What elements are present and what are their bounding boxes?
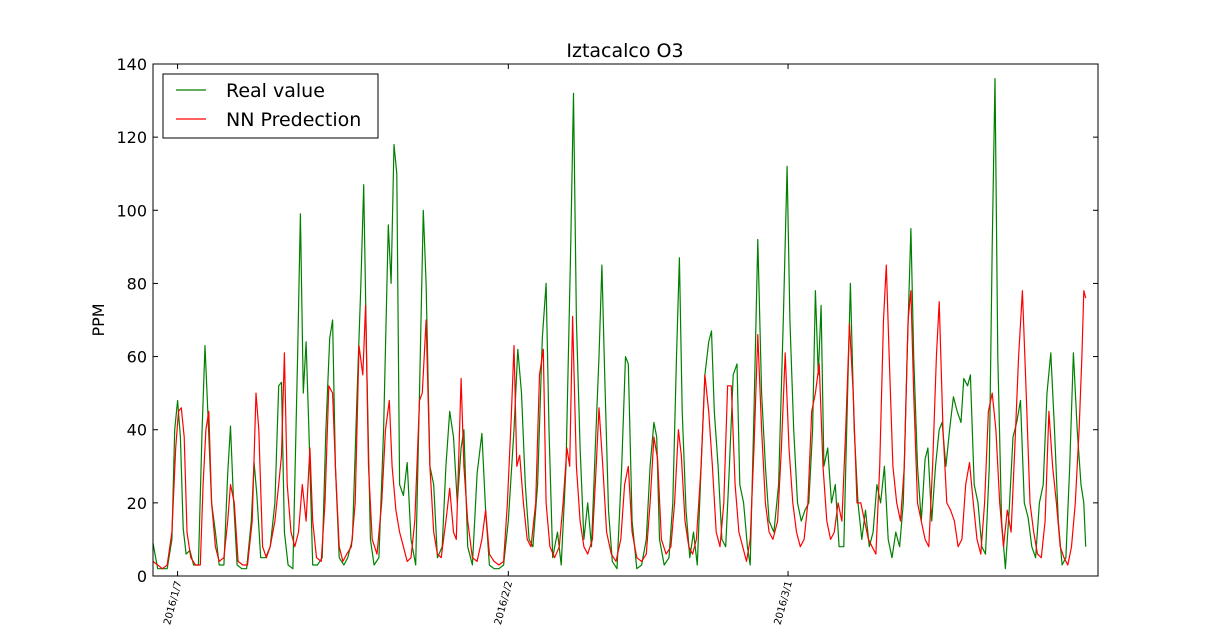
y-tick-label: 0 <box>137 567 147 586</box>
x-tick-label: 2016/2/2 <box>493 580 515 626</box>
legend: Real value NN Predection <box>162 73 379 139</box>
y-axis: 0 20 40 60 80 100 120 140 <box>116 55 1098 586</box>
plot-frame <box>152 63 1099 577</box>
y-axis-label: PPM <box>89 303 108 336</box>
x-tick-label: 2016/3/1 <box>773 580 795 626</box>
x-axis: 2016/1/7 2016/2/2 2016/3/1 <box>162 64 795 626</box>
series-line-nn-predection <box>152 264 1087 570</box>
y-tick-label: 100 <box>116 201 147 220</box>
y-tick-label: 60 <box>127 348 147 367</box>
legend-label-nn-predection: NN Predection <box>226 109 361 131</box>
series-line-real-value <box>152 78 1087 570</box>
series-layer <box>152 78 1087 570</box>
x-tick-label: 2016/1/7 <box>162 580 184 626</box>
y-tick-label: 140 <box>116 55 147 74</box>
y-tick-label: 20 <box>127 494 147 513</box>
y-tick-label: 120 <box>116 128 147 147</box>
y-tick-label: 40 <box>127 421 147 440</box>
legend-box <box>162 73 379 139</box>
y-tick-label: 80 <box>127 274 147 293</box>
chart-title: Iztacalco O3 <box>566 40 683 62</box>
legend-label-real-value: Real value <box>226 80 325 102</box>
